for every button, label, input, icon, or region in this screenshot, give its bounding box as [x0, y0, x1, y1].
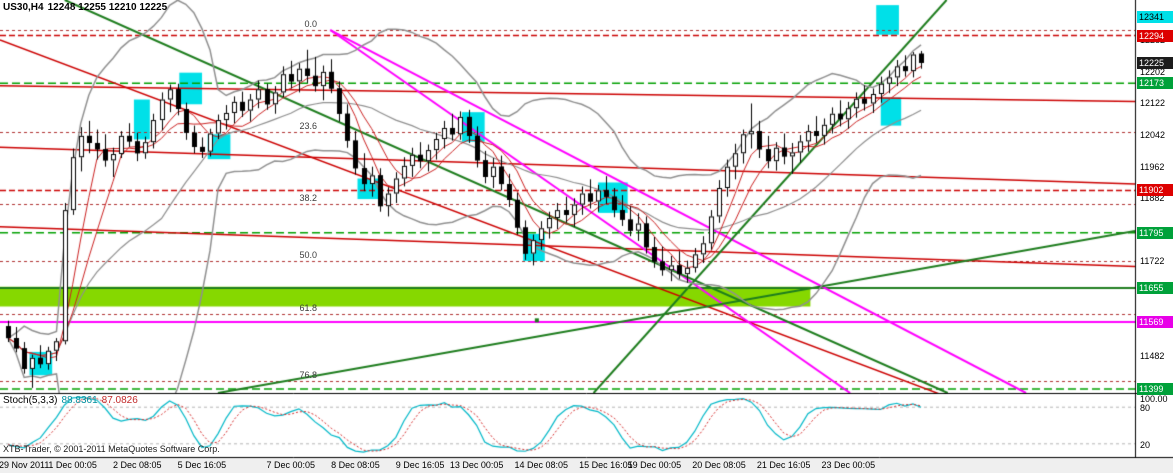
time-label: 13 Dec 00:05	[449, 460, 504, 470]
price-badge-11569: 11569	[1137, 315, 1173, 328]
fib-level-label: 23.6	[299, 121, 317, 132]
price-tick: 12122	[1140, 98, 1166, 109]
time-label: 29 Nov 2011	[0, 460, 50, 470]
time-label: 8 Dec 08:05	[331, 460, 380, 470]
stoch-axis-label: 80	[1140, 403, 1151, 414]
time-label: 14 Dec 08:05	[514, 460, 569, 470]
indicator-name: Stoch(5,3,3)	[3, 395, 58, 406]
price-tick: 11882	[1140, 193, 1165, 204]
price-tick: 11962	[1140, 161, 1165, 172]
price-badge-12294: 12294	[1137, 29, 1173, 42]
stochastic-d-value: 87.0826	[101, 395, 138, 406]
price-tick: 12202	[1140, 66, 1166, 77]
price-badge-11399: 11399	[1137, 383, 1173, 396]
symbol-ohlc-label: US30,H4 12248 12255 12210 12225	[3, 2, 171, 13]
stochastic-indicator-label: Stoch(5,3,3) 88.8361 87.0826	[3, 395, 142, 406]
price-badge-12225: 12225	[1137, 56, 1173, 69]
time-label: 23 Dec 00:05	[821, 460, 876, 470]
copyright-text: XTB-Trader, © 2001-2011 MetaQuotes Softw…	[3, 444, 220, 454]
ohlc-values: 12248 12255 12210 12225	[47, 2, 168, 13]
time-label: 20 Dec 08:05	[692, 460, 746, 470]
fib-level-label: 50.0	[299, 249, 317, 260]
price-axis[interactable]: 1228212202121221204211962118821172211482…	[1136, 0, 1173, 457]
fib-level-label: 0.0	[304, 19, 317, 30]
time-label: 2 Dec 08:05	[112, 460, 162, 470]
symbol-timeframe: US30,H4	[3, 2, 44, 13]
time-label: 1 Dec 00:05	[48, 460, 97, 470]
price-badge-11655: 11655	[1137, 281, 1173, 294]
time-label: 5 Dec 16:05	[177, 460, 227, 470]
fib-level-label: 38.2	[299, 193, 317, 204]
stoch-axis-label: 100.00	[1140, 394, 1168, 404]
price-tick: 11482	[1140, 351, 1165, 362]
time-label: 19 Dec 00:05	[627, 460, 682, 470]
price-badge-12341: 12341	[1137, 10, 1173, 23]
time-label: 7 Dec 00:05	[266, 460, 316, 470]
fib-level-label: 61.8	[299, 302, 317, 313]
price-badge-11902: 11902	[1137, 184, 1173, 197]
price-tick: 11722	[1140, 256, 1165, 267]
price-badge-11795: 11795	[1137, 226, 1173, 239]
price-tick: 12042	[1140, 130, 1166, 141]
stoch-axis-label: 20	[1140, 439, 1151, 450]
fib-level-label: 76.8	[299, 370, 317, 381]
stochastic-k-value: 88.8361	[61, 395, 98, 406]
time-axis[interactable]: 29 Nov 2011 1 Dec 00:05 2 Dec 08:05 5 Dec 1…	[0, 458, 1173, 473]
time-label: 9 Dec 16:05	[395, 460, 445, 470]
price-badge-12173: 12173	[1137, 77, 1173, 90]
time-label: 15 Dec 16:05	[579, 460, 633, 470]
time-label: 21 Dec 16:05	[756, 460, 811, 470]
